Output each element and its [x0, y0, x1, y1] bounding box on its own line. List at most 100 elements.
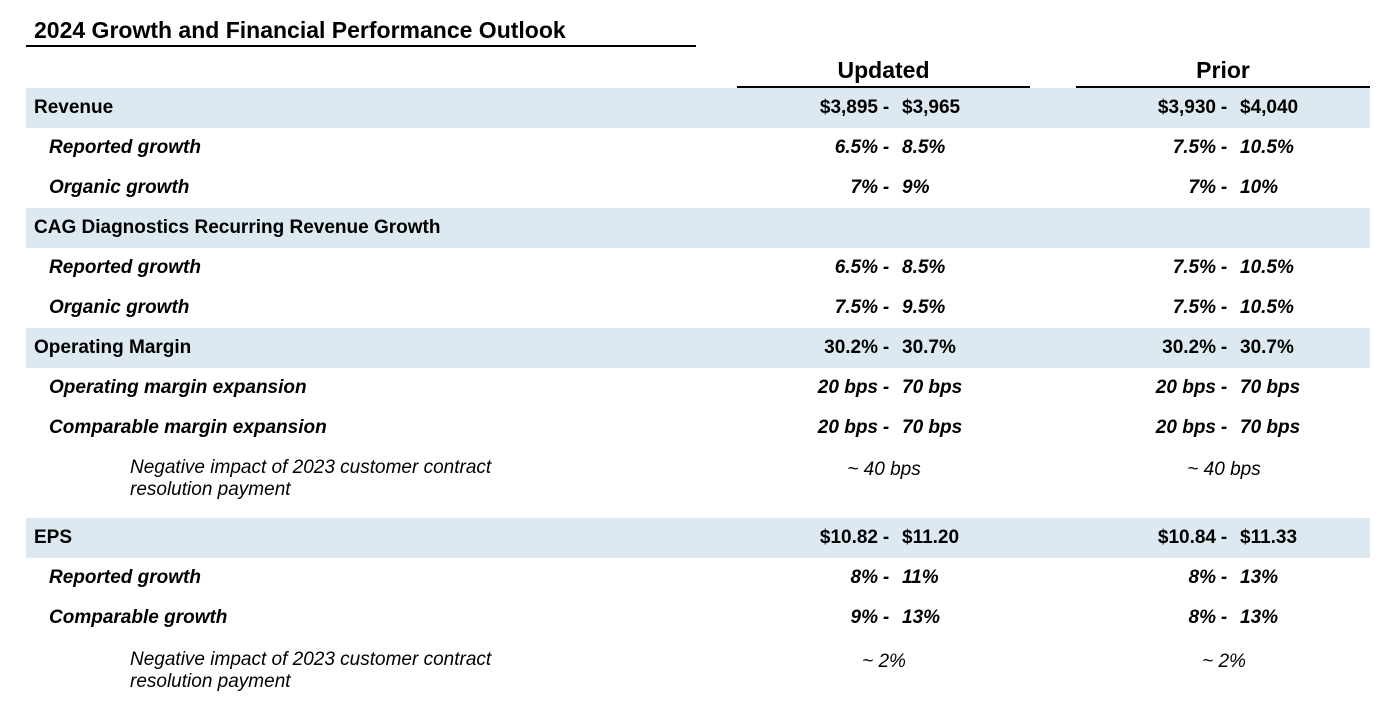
range-dash: - — [1220, 137, 1228, 158]
row-eps: EPS $10.82 - $11.20 $10.84 - $11.33 — [26, 518, 1370, 558]
row-operating-margin: Operating Margin 30.2% - 30.7% 30.2% - 3… — [26, 328, 1370, 368]
range-dash: - — [1220, 417, 1228, 438]
prior-high: $4,040 — [1240, 97, 1299, 118]
row-label: EPS — [34, 527, 73, 548]
updated-low: 30.2% — [824, 337, 878, 358]
note-line: resolution payment — [130, 671, 291, 692]
prior-low: 20 bps — [1155, 417, 1216, 438]
row-eps-comparable-growth: Comparable growth 9% - 13% 8% - 13% — [26, 598, 1370, 638]
updated-low: 8% — [850, 567, 878, 588]
prior-high: 70 bps — [1240, 377, 1301, 398]
row-label: Reported growth — [49, 567, 201, 588]
row-revenue: Revenue $3,895 - $3,965 $3,930 - $4,040 — [26, 88, 1370, 128]
range-dash: - — [1220, 257, 1228, 278]
row-label: Comparable margin expansion — [49, 417, 327, 438]
updated-high: $3,965 — [902, 97, 961, 118]
range-dash: - — [1220, 527, 1228, 548]
prior-low: 20 bps — [1155, 377, 1216, 398]
note-updated-value: ~ 2% — [862, 651, 906, 672]
updated-high: $11.20 — [902, 527, 960, 548]
prior-high: 13% — [1240, 607, 1279, 628]
prior-low: 8% — [1188, 607, 1216, 628]
title-underline — [26, 45, 696, 47]
range-dash: - — [1220, 177, 1228, 198]
range-dash: - — [882, 177, 890, 198]
row-label: Organic growth — [49, 177, 190, 198]
footnote-eps-impact: Negative impact of 2023 customer contrac… — [130, 649, 690, 693]
prior-low: $10.84 — [1157, 527, 1216, 548]
prior-high: 30.7% — [1240, 337, 1294, 358]
range-dash: - — [882, 417, 890, 438]
range-dash: - — [1220, 97, 1228, 118]
range-dash: - — [1220, 567, 1228, 588]
column-header-updated: Updated — [737, 54, 1030, 88]
note-prior-value: ~ 2% — [1202, 651, 1246, 672]
row-label: Operating Margin — [34, 337, 192, 358]
footnote-margin-impact: Negative impact of 2023 customer contrac… — [130, 457, 690, 501]
range-dash: - — [882, 527, 890, 548]
updated-high: 70 bps — [902, 417, 963, 438]
row-cag-reported-growth: Reported growth 6.5% - 8.5% 7.5% - 10.5% — [26, 248, 1370, 288]
range-dash: - — [882, 297, 890, 318]
updated-low: 6.5% — [834, 257, 878, 278]
note-prior-value: ~ 40 bps — [1187, 459, 1261, 480]
range-dash: - — [1220, 377, 1228, 398]
updated-high: 9.5% — [902, 297, 946, 318]
note-line: Negative impact of 2023 customer contrac… — [130, 649, 492, 670]
updated-low: 6.5% — [834, 137, 878, 158]
prior-low: $3,930 — [1157, 97, 1216, 118]
page-title: 2024 Growth and Financial Performance Ou… — [34, 17, 566, 43]
updated-low: 7.5% — [834, 297, 878, 318]
row-label: Operating margin expansion — [49, 377, 307, 398]
prior-high: $11.33 — [1240, 527, 1298, 548]
range-dash: - — [882, 137, 890, 158]
prior-low: 7.5% — [1172, 297, 1216, 318]
updated-low: 9% — [850, 607, 878, 628]
prior-low: 30.2% — [1162, 337, 1216, 358]
prior-low: 7% — [1188, 177, 1216, 198]
row-label: Organic growth — [49, 297, 190, 318]
updated-low: $3,895 — [819, 97, 878, 118]
prior-high: 10.5% — [1240, 137, 1294, 158]
note-line: Negative impact of 2023 customer contrac… — [130, 457, 492, 478]
row-cag-diagnostics: CAG Diagnostics Recurring Revenue Growth — [26, 208, 1370, 248]
row-label: CAG Diagnostics Recurring Revenue Growth — [34, 217, 441, 238]
updated-low: 7% — [850, 177, 878, 198]
range-dash: - — [1220, 297, 1228, 318]
prior-low: 8% — [1188, 567, 1216, 588]
row-label: Reported growth — [49, 257, 201, 278]
note-line: resolution payment — [130, 479, 291, 500]
updated-high: 13% — [902, 607, 941, 628]
range-dash: - — [882, 337, 890, 358]
updated-high: 11% — [902, 567, 939, 588]
updated-high: 9% — [902, 177, 930, 198]
updated-high: 8.5% — [902, 257, 946, 278]
row-label: Revenue — [34, 97, 114, 118]
range-dash: - — [1220, 337, 1228, 358]
updated-high: 70 bps — [902, 377, 963, 398]
updated-high: 8.5% — [902, 137, 946, 158]
prior-high: 10.5% — [1240, 297, 1294, 318]
range-dash: - — [882, 257, 890, 278]
row-operating-margin-expansion: Operating margin expansion 20 bps - 70 b… — [26, 368, 1370, 408]
prior-high: 10.5% — [1240, 257, 1294, 278]
updated-low: 20 bps — [817, 377, 878, 398]
row-eps-reported-growth: Reported growth 8% - 11% 8% - 13% — [26, 558, 1370, 598]
row-revenue-organic-growth: Organic growth 7% - 9% 7% - 10% — [26, 168, 1370, 208]
updated-low: 20 bps — [817, 417, 878, 438]
updated-low: $10.82 — [819, 527, 878, 548]
row-cag-organic-growth: Organic growth 7.5% - 9.5% 7.5% - 10.5% — [26, 288, 1370, 328]
prior-low: 7.5% — [1172, 137, 1216, 158]
prior-high: 13% — [1240, 567, 1279, 588]
updated-high: 30.7% — [902, 337, 956, 358]
range-dash: - — [1220, 607, 1228, 628]
range-dash: - — [882, 607, 890, 628]
prior-high: 10% — [1240, 177, 1279, 198]
note-updated-value: ~ 40 bps — [847, 459, 921, 480]
prior-low: 7.5% — [1172, 257, 1216, 278]
range-dash: - — [882, 377, 890, 398]
row-label: Reported growth — [49, 137, 201, 158]
row-comparable-margin-expansion: Comparable margin expansion 20 bps - 70 … — [26, 408, 1370, 448]
row-label: Comparable growth — [49, 607, 228, 628]
column-header-prior: Prior — [1076, 54, 1370, 88]
